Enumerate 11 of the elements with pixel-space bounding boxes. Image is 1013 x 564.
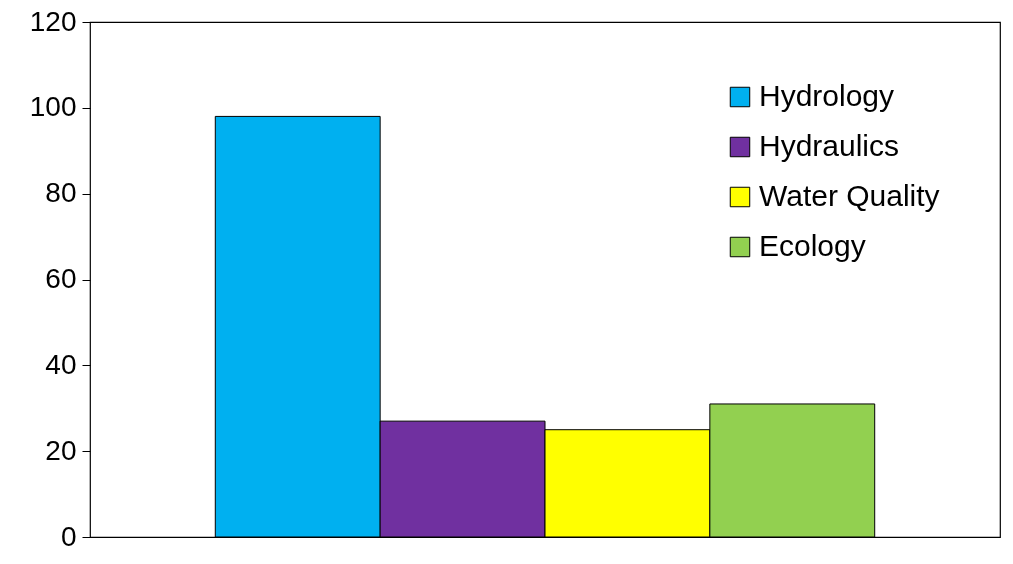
legend-label: Hydrology xyxy=(759,79,895,112)
y-tick-label: 40 xyxy=(45,348,77,380)
y-tick-label: 0 xyxy=(60,520,77,552)
y-tick-label: 120 xyxy=(29,5,77,37)
y-tick-label: 100 xyxy=(29,91,77,123)
y-tick-label: 80 xyxy=(45,177,77,209)
y-tick-label: 60 xyxy=(45,263,77,294)
legend-label: Water Quality xyxy=(759,179,940,212)
legend-label: Ecology xyxy=(759,229,866,262)
y-tick-label: 20 xyxy=(45,434,77,466)
legend-label: Hydraulics xyxy=(759,129,900,162)
